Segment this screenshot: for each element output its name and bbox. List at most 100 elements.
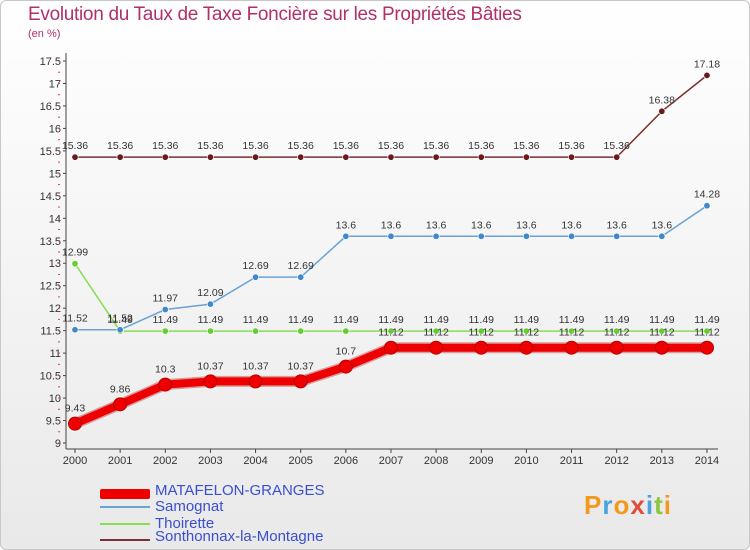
y-tick-label: 11 — [50, 348, 61, 360]
data-label: 13.6 — [426, 219, 447, 231]
x-tick-label: 2004 — [243, 455, 267, 467]
y-tick-label: 9 — [55, 438, 61, 450]
y-minor-tick — [58, 420, 60, 422]
y-minor-tick — [58, 408, 60, 410]
data-label: 13.6 — [471, 219, 492, 231]
logo-letter: i — [645, 490, 655, 520]
y-minor-tick — [58, 318, 60, 320]
y-tick-label: 17 — [49, 78, 61, 90]
data-point — [387, 232, 395, 240]
y-minor-tick — [58, 206, 60, 208]
y-minor-tick — [58, 71, 60, 73]
data-point — [568, 232, 576, 240]
legend-label-samognat: Samognat — [155, 498, 224, 515]
x-tick-label: 2005 — [288, 455, 312, 467]
logo-letter: x — [630, 490, 646, 520]
legend-swatch-sonthonnax — [100, 539, 150, 541]
data-label: 15.36 — [423, 140, 449, 152]
data-point — [206, 327, 214, 335]
data-label: 11.49 — [469, 314, 495, 326]
legend-swatch-matafelon — [100, 489, 150, 499]
y-minor-tick — [58, 105, 60, 107]
data-label: 12.69 — [288, 260, 314, 272]
logo-letter: o — [613, 490, 631, 520]
y-tick-label: 10 — [49, 393, 61, 405]
data-point — [432, 232, 440, 240]
data-point — [252, 273, 260, 281]
y-minor-tick — [58, 296, 60, 298]
data-label: 11.49 — [198, 314, 224, 326]
y-minor-tick — [58, 150, 60, 152]
data-point — [387, 327, 395, 335]
data-point — [658, 327, 666, 335]
data-label: 15.36 — [197, 140, 223, 152]
x-tick-label: 2011 — [560, 455, 584, 467]
y-minor-tick — [58, 273, 60, 275]
y-minor-tick — [58, 229, 60, 231]
data-point — [613, 327, 621, 335]
legend-label-matafelon: MATAFELON-GRANGES — [155, 482, 325, 499]
y-tick-label: 16 — [49, 123, 61, 135]
y-tick-label: 17.5 — [40, 56, 61, 68]
data-label: 15.36 — [288, 140, 314, 152]
x-tick-label: 2002 — [153, 455, 177, 467]
data-label: 10.3 — [155, 364, 176, 376]
data-label: 11.49 — [378, 314, 404, 326]
data-point — [68, 416, 82, 431]
y-minor-tick — [58, 330, 60, 332]
logo-letter: r — [602, 490, 614, 520]
data-label: 15.36 — [152, 140, 178, 152]
data-label: 11.12 — [469, 327, 495, 339]
y-minor-tick — [58, 184, 60, 186]
data-point — [658, 107, 666, 115]
data-label: 16.38 — [649, 94, 675, 106]
data-label: 11.52 — [107, 313, 133, 325]
legend-label-sonthonnax: Sonthonnax-la-Montagne — [155, 528, 324, 545]
data-point — [568, 327, 576, 335]
data-point — [252, 327, 260, 335]
data-label: 13.6 — [516, 219, 537, 231]
data-point — [116, 326, 124, 334]
data-label: 17.18 — [694, 58, 720, 70]
data-point — [338, 359, 353, 374]
data-point — [387, 153, 395, 161]
data-point — [477, 232, 485, 240]
data-point — [522, 153, 530, 161]
y-tick-label: 10.5 — [40, 371, 61, 383]
y-minor-tick — [58, 375, 60, 377]
data-point — [609, 340, 624, 355]
data-label: 10.7 — [336, 346, 357, 358]
data-label: 11.49 — [559, 314, 585, 326]
data-label: 13.6 — [336, 219, 357, 231]
y-tick-label: 13.5 — [40, 236, 61, 248]
data-label: 11.12 — [694, 327, 720, 339]
data-point — [161, 306, 169, 314]
data-point — [519, 340, 534, 355]
y-minor-tick — [58, 341, 60, 343]
data-point — [703, 71, 711, 79]
legend-swatch-thoirette — [100, 523, 150, 525]
data-point — [297, 273, 305, 281]
data-label: 11.49 — [243, 314, 269, 326]
proxiti-logo: Proxiti — [584, 490, 672, 521]
data-label: 12.69 — [242, 260, 268, 272]
y-minor-tick — [58, 363, 60, 365]
data-point — [432, 327, 440, 335]
data-label: 11.49 — [514, 314, 540, 326]
data-label: 15.36 — [333, 140, 359, 152]
data-label: 11.49 — [153, 314, 179, 326]
data-point — [429, 340, 444, 355]
data-label: 10.37 — [242, 360, 268, 372]
data-point — [71, 326, 79, 334]
y-tick-label: 15.5 — [40, 146, 61, 158]
y-tick-label: 13 — [49, 258, 61, 270]
data-label: 12.99 — [62, 247, 88, 259]
x-tick-label: 2003 — [198, 455, 222, 467]
data-point — [613, 153, 621, 161]
data-label: 15.36 — [468, 140, 494, 152]
y-minor-tick — [58, 172, 60, 174]
y-minor-tick — [58, 94, 60, 96]
y-minor-tick — [58, 116, 60, 118]
y-tick-label: 11.5 — [40, 326, 61, 338]
